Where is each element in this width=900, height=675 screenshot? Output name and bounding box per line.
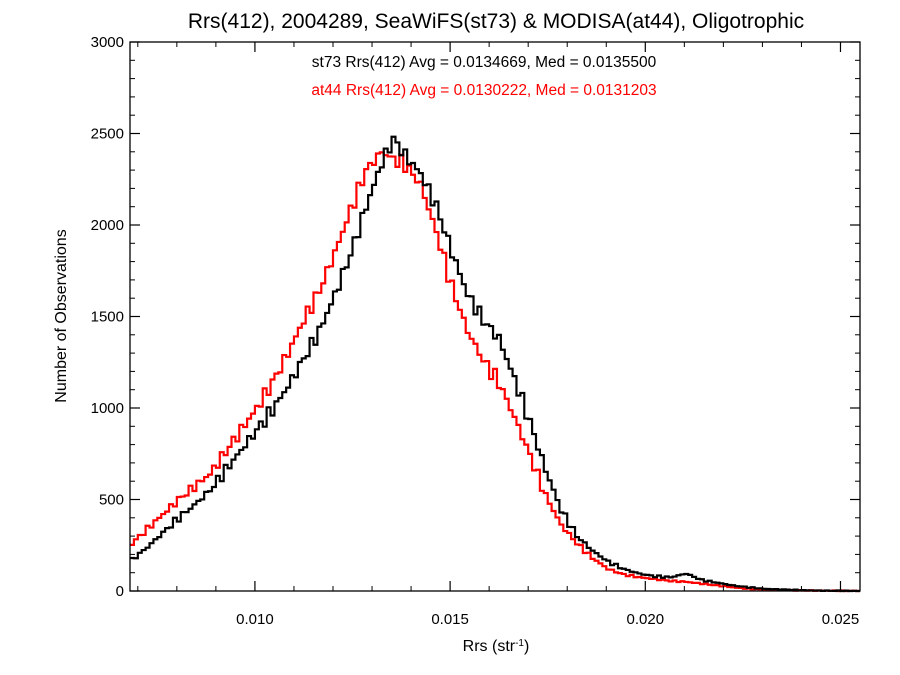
y-tick-label: 2000 [91,217,124,234]
y-tick-label: 1000 [91,400,124,417]
plot-frame [129,41,861,592]
x-tick-label: 0.010 [236,611,274,628]
x-tick-label: 0.020 [627,611,665,628]
x-tick-label: 0.015 [431,611,469,628]
y-tick-label: 0 [116,583,124,600]
x-tick-label: 0.025 [822,611,860,628]
y-axis-label: Number of Observations [53,229,70,402]
chart-title: Rrs(412), 2004289, SeaWiFS(st73) & MODIS… [188,10,804,33]
y-tick-label: 3000 [91,34,124,51]
x-axis-label: Rrs (str-1) [463,638,530,656]
y-tick-label: 1500 [91,309,124,326]
y-axis: 0 500 1000 1500 2000 2500 3000 [91,34,860,600]
st73-histogram-series [130,135,860,593]
x-axis: 0.010 0.015 0.020 0.025 [137,42,860,628]
at44-stats-annotation: at44 Rrs(412) Avg = 0.0130222, Med = 0.0… [311,82,656,99]
st73-stats-annotation: st73 Rrs(412) Avg = 0.0134669, Med = 0.0… [312,54,657,71]
y-tick-label: 500 [99,492,124,509]
at44-histogram-series [130,151,860,593]
y-tick-label: 2500 [91,126,124,143]
series-layer [130,135,860,593]
